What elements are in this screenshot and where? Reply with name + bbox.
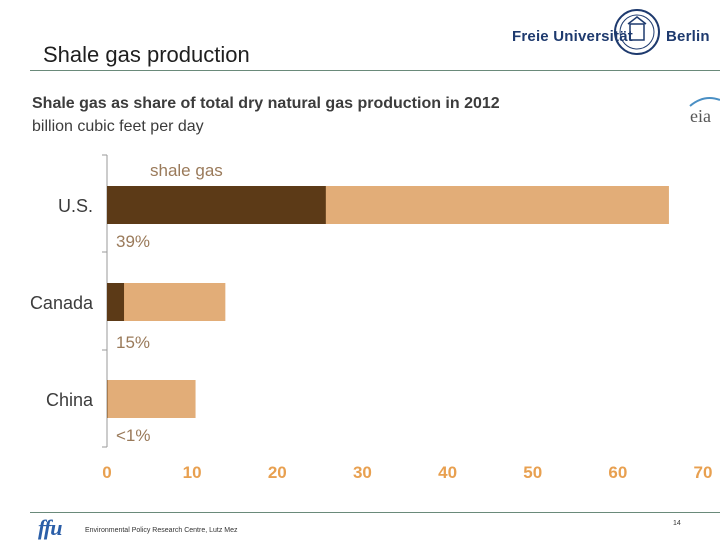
bar-total-2 [107,380,196,418]
x-tick-label: 40 [438,463,457,482]
share-label: 15% [116,333,150,352]
bar-chart: U.S. 39% Canada 15% China <1% shale gas 0 10 20 30… [0,0,720,500]
page-number: 14 [673,520,681,527]
x-tick-label: 60 [608,463,627,482]
share-label: 39% [116,232,150,251]
ffu-logo: ffu [38,515,62,541]
legend-label: shale gas [150,161,223,180]
x-tick-label: 70 [694,463,713,482]
x-tick-label: 20 [268,463,287,482]
footer-divider [30,512,720,513]
x-tick-label: 0 [102,463,111,482]
bar-shale-0 [107,186,326,224]
category-label: U.S. [58,196,93,216]
share-label: <1% [116,426,151,445]
category-label: Canada [30,293,94,313]
x-tick-label: 30 [353,463,372,482]
bar-total-1 [107,283,225,321]
footer-text: Environmental Policy Research Centre, Lu… [85,527,238,534]
bar-shale-1 [107,283,124,321]
x-tick-label: 50 [523,463,542,482]
category-label: China [46,390,94,410]
x-tick-label: 10 [183,463,202,482]
